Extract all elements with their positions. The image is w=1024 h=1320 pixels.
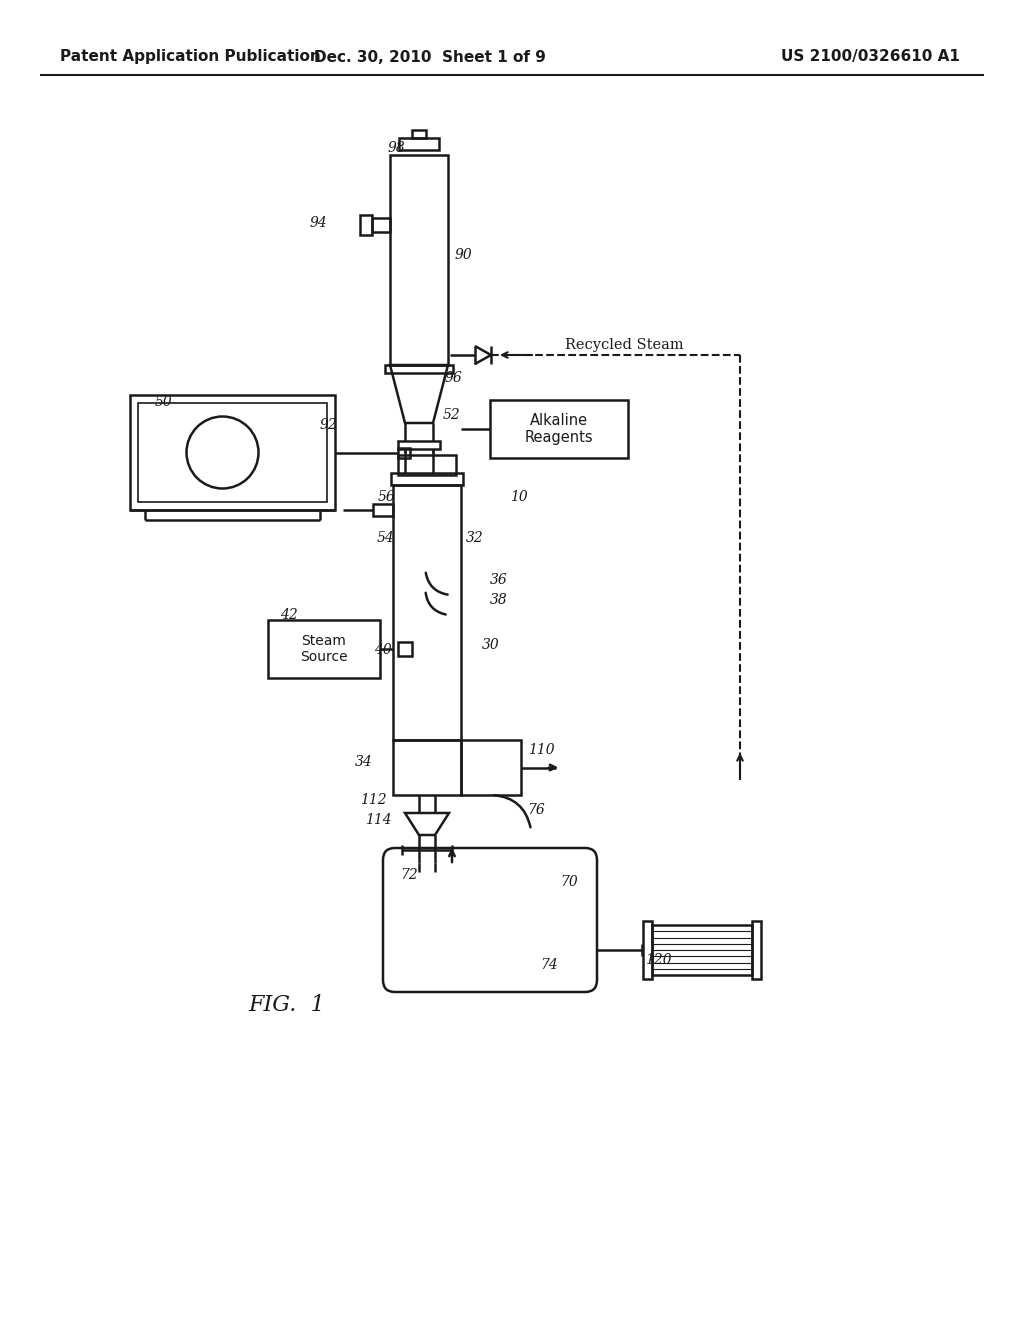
Bar: [138, 403, 327, 502]
Text: Patent Application Publication: Patent Application Publication: [60, 49, 321, 65]
Text: 114: 114: [365, 813, 391, 828]
Bar: [490, 400, 628, 458]
Text: Dec. 30, 2010  Sheet 1 of 9: Dec. 30, 2010 Sheet 1 of 9: [314, 49, 546, 65]
Text: 42: 42: [280, 609, 298, 622]
Bar: [372, 218, 390, 232]
Text: 120: 120: [645, 953, 672, 968]
Bar: [461, 741, 521, 795]
Text: 70: 70: [560, 875, 578, 888]
Text: 40: 40: [374, 643, 392, 657]
Bar: [391, 473, 463, 484]
Text: 54: 54: [377, 531, 394, 545]
Text: 52: 52: [443, 408, 461, 422]
Text: 94: 94: [310, 216, 328, 230]
Bar: [398, 441, 440, 449]
Text: FIG.  1: FIG. 1: [248, 994, 325, 1016]
Bar: [373, 504, 393, 516]
Bar: [398, 455, 456, 475]
Text: 32: 32: [466, 531, 483, 545]
Bar: [390, 154, 449, 366]
Bar: [130, 395, 335, 510]
Text: Alkaline
Reagents: Alkaline Reagents: [524, 413, 593, 445]
Text: 90: 90: [455, 248, 473, 261]
Text: 74: 74: [540, 958, 558, 972]
Text: 56: 56: [378, 490, 395, 504]
Bar: [752, 921, 761, 979]
Text: 76: 76: [527, 803, 545, 817]
Bar: [399, 139, 439, 150]
Bar: [412, 129, 426, 139]
Bar: [652, 925, 752, 975]
Text: 72: 72: [400, 869, 418, 882]
Text: 50: 50: [155, 395, 173, 409]
Bar: [393, 741, 461, 795]
Bar: [385, 366, 453, 374]
Bar: [360, 215, 372, 235]
Bar: [398, 447, 410, 458]
Text: 10: 10: [510, 490, 527, 504]
Text: 96: 96: [445, 371, 463, 385]
Text: 98: 98: [388, 141, 406, 154]
Text: 38: 38: [490, 593, 508, 607]
Text: Recycled Steam: Recycled Steam: [565, 338, 684, 352]
Text: 110: 110: [528, 743, 555, 756]
Bar: [268, 620, 380, 678]
Text: 30: 30: [482, 638, 500, 652]
Text: US 2100/0326610 A1: US 2100/0326610 A1: [780, 49, 959, 65]
Text: 36: 36: [490, 573, 508, 587]
Text: 92: 92: [319, 418, 338, 432]
Text: Steam
Source: Steam Source: [300, 634, 348, 664]
Text: 34: 34: [355, 755, 373, 770]
Text: 112: 112: [360, 793, 387, 807]
Bar: [393, 484, 461, 741]
Bar: [643, 921, 652, 979]
Bar: [398, 642, 412, 656]
